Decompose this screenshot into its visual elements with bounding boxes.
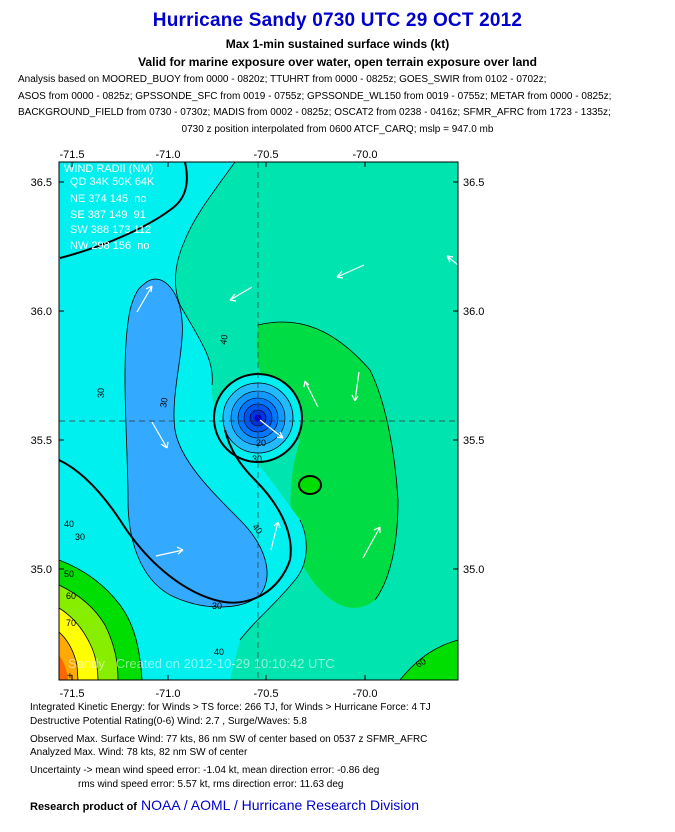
x-tick-label: -71.0 bbox=[155, 149, 180, 161]
tick-marks bbox=[59, 162, 458, 680]
wind-field: 30 30 40 30 20 30 40 40 30 40 50 60 70 6… bbox=[59, 162, 458, 682]
position-note: 0730 z position interpolated from 0600 A… bbox=[181, 124, 494, 135]
contour-label: 30 bbox=[96, 388, 106, 398]
y-tick-label: 35.5 bbox=[463, 435, 484, 447]
band-50-kt-se bbox=[400, 640, 458, 680]
y-axis-left: 36.5 36.0 35.5 35.0 bbox=[31, 177, 52, 576]
credit-prefix: Research product of bbox=[30, 801, 137, 813]
source-line-1: Analysis based on MOORED_BUOY from 0000 … bbox=[18, 74, 547, 85]
wind-radii-row: NE 374 145 no bbox=[70, 193, 146, 205]
contour-label: 70 bbox=[66, 618, 76, 628]
x-tick-label: -71.5 bbox=[59, 688, 84, 700]
credit-organization: NOAA / AOML / Hurricane Research Divisio… bbox=[140, 797, 419, 813]
contour-label: 20 bbox=[256, 438, 266, 448]
wind-radii-row: QD 34K 50K 64K bbox=[70, 176, 155, 188]
contour-label: 40 bbox=[250, 522, 264, 536]
y-tick-label: 35.5 bbox=[31, 435, 52, 447]
x-tick-label: -70.5 bbox=[253, 149, 278, 161]
contour-lines bbox=[59, 162, 458, 680]
max-wind-blob bbox=[298, 475, 322, 495]
axes: -71.5 -71.0 -70.5 -70.0 -71.5 -71.0 -70.… bbox=[31, 149, 485, 700]
wind-vectors bbox=[136, 255, 458, 559]
uncertainty-text: Uncertainty -> mean wind speed error: -1… bbox=[30, 765, 380, 776]
analyzed-max-wind-text: Analyzed Max. Wind: 78 kts, 82 nm SW of … bbox=[30, 747, 248, 758]
band-20-kt-west bbox=[124, 279, 268, 608]
x-tick-label: -70.0 bbox=[352, 149, 377, 161]
chart-title: Hurricane Sandy 0730 UTC 29 OCT 2012 bbox=[152, 10, 523, 31]
wind-radii-row: NW 298 156 no bbox=[70, 240, 150, 252]
y-tick-label: 36.5 bbox=[463, 177, 484, 189]
y-tick-label: 36.0 bbox=[31, 306, 52, 318]
observed-max-wind-text: Observed Max. Surface Wind: 77 kts, 86 n… bbox=[30, 734, 428, 745]
wind-radii-title: WIND RADII (NM) bbox=[64, 163, 153, 175]
wind-radii-row: SW 388 173 112 bbox=[70, 224, 151, 236]
storm-track-marker: + bbox=[67, 671, 73, 682]
x-tick-label: -70.5 bbox=[253, 688, 278, 700]
destructive-potential-text: Destructive Potential Rating(0-6) Wind: … bbox=[30, 716, 307, 727]
credit-line: Research product of NOAA / AOML / Hurrica… bbox=[30, 797, 419, 813]
contour-label: 40 bbox=[218, 334, 230, 346]
y-axis-right: 36.5 36.0 35.5 35.0 bbox=[463, 177, 484, 576]
center-crosshair bbox=[59, 162, 458, 680]
y-tick-label: 36.5 bbox=[31, 177, 52, 189]
chart-subtitle: Max 1-min sustained surface winds (kt) bbox=[225, 37, 450, 51]
ike-text: Integrated Kinetic Energy: for Winds > T… bbox=[30, 702, 431, 713]
x-axis-top: -71.5 -71.0 -70.5 -70.0 bbox=[59, 149, 377, 161]
band-90-kt bbox=[59, 655, 68, 680]
y-tick-label: 35.0 bbox=[31, 564, 52, 576]
contour-label: 40 bbox=[64, 519, 74, 529]
contour-label: 60 bbox=[66, 591, 76, 601]
x-axis-bottom: -71.5 -71.0 -70.5 -70.0 bbox=[59, 688, 377, 700]
y-tick-label: 35.0 bbox=[463, 564, 484, 576]
plot-frame bbox=[58, 161, 459, 681]
x-tick-label: -71.5 bbox=[59, 149, 84, 161]
contour-label: 30 bbox=[75, 532, 85, 542]
wind-radii-row: SE 387 149 91 bbox=[70, 209, 146, 221]
x-tick-label: -70.0 bbox=[352, 688, 377, 700]
contour-label: 40 bbox=[214, 647, 224, 657]
watermark: Sandy Created on 2012-10-29 10:10:42 UTC bbox=[68, 656, 335, 671]
source-line-2: ASOS from 0000 - 0825z; GPSSONDE_SFC fro… bbox=[18, 91, 612, 102]
contour-label: 50 bbox=[64, 569, 74, 579]
rms-error-text: rms wind speed error: 5.57 kt, rms direc… bbox=[78, 779, 344, 790]
wind-contour-map: 30 30 40 30 20 30 40 40 30 40 50 60 70 6… bbox=[31, 149, 485, 700]
chart-subtitle-exposure: Valid for marine exposure over water, op… bbox=[138, 55, 537, 69]
wind-radii-table: WIND RADII (NM) QD 34K 50K 64K NE 374 14… bbox=[64, 163, 155, 252]
contour-label: 30 bbox=[252, 454, 262, 464]
contour-label: 60 bbox=[414, 656, 428, 670]
contour-label: 30 bbox=[212, 601, 222, 611]
x-tick-label: -71.0 bbox=[155, 688, 180, 700]
y-tick-label: 36.0 bbox=[463, 306, 484, 318]
source-line-3: BACKGROUND_FIELD from 0730 - 0730z; MADI… bbox=[18, 107, 611, 118]
contour-label: 30 bbox=[158, 397, 170, 409]
contour-labels: 30 30 40 30 20 30 40 40 30 40 50 60 70 6… bbox=[64, 334, 428, 670]
